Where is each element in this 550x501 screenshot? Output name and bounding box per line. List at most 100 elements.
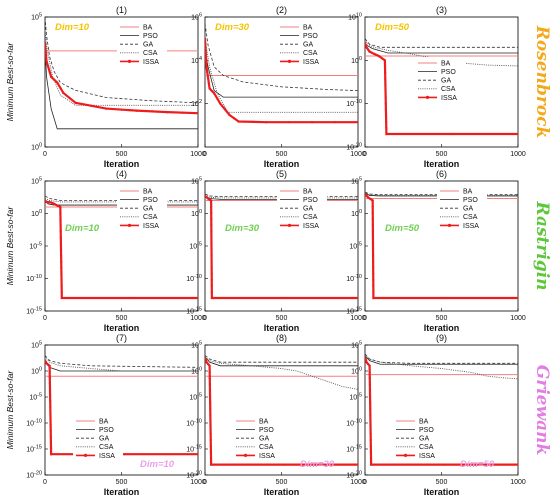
panel-title: (3)	[436, 5, 447, 15]
x-axis-label: Iteration	[424, 487, 460, 497]
issa-marker	[45, 362, 48, 365]
issa-marker	[208, 377, 211, 380]
issa-marker	[443, 463, 446, 466]
y-tick-label: 10-5	[349, 393, 362, 402]
issa-marker	[283, 296, 287, 300]
issa-marker	[369, 414, 372, 417]
issa-marker	[49, 441, 53, 444]
legend-label: CSA	[143, 50, 158, 57]
x-axis-label: Iteration	[424, 323, 460, 333]
legend-label: ISSA	[303, 223, 319, 230]
legend-box	[233, 415, 283, 461]
legend-box	[117, 21, 167, 67]
x-axis-label: Iteration	[104, 323, 140, 333]
series-csa	[365, 355, 518, 380]
issa-marker	[209, 451, 213, 454]
issa-marker	[56, 204, 59, 207]
y-tick-label: 10-15	[26, 307, 42, 316]
legend-label: PSO	[143, 33, 158, 40]
issa-marker	[48, 388, 52, 391]
y-tick-label: 10-15	[346, 307, 362, 316]
issa-marker	[128, 296, 132, 300]
panel-7: (7)0 500 100010-2010-1510-1010-5100105Iter…	[26, 333, 206, 497]
y-tick-label: 10-20	[186, 471, 202, 480]
issa-marker	[368, 364, 371, 367]
legend-label: ISSA	[143, 59, 159, 66]
issa-marker	[60, 254, 63, 257]
legend-marker	[83, 453, 88, 457]
legend-label: CSA	[303, 50, 318, 57]
issa-marker	[365, 46, 368, 49]
panel-8: (8)0 500 100010-2010-1510-1010-5100105Iter…	[186, 333, 366, 497]
y-tick-label: 10-5	[189, 242, 202, 251]
issa-marker	[368, 377, 371, 380]
x-tick-label: 1000	[190, 315, 206, 322]
x-axis-label: Iteration	[264, 159, 300, 169]
y-tick-label: 10-10	[186, 419, 202, 428]
issa-marker	[60, 290, 63, 294]
x-axis-label: Iteration	[264, 323, 300, 333]
issa-marker	[49, 429, 52, 432]
series-csa	[365, 191, 518, 196]
legend-label: BA	[419, 418, 429, 425]
x-tick-label: 1000	[190, 479, 206, 486]
legend-marker	[243, 453, 248, 457]
issa-marker	[365, 44, 367, 47]
issa-marker	[369, 457, 373, 460]
panel-title: (1)	[116, 5, 127, 15]
issa-marker	[213, 92, 216, 95]
y-tick-label: 100	[351, 56, 362, 65]
issa-marker	[373, 52, 376, 56]
issa-marker	[384, 83, 387, 86]
issa-marker	[209, 407, 212, 411]
issa-marker	[209, 432, 212, 435]
issa-marker	[265, 121, 268, 124]
issa-marker	[371, 211, 374, 214]
issa-marker	[46, 363, 50, 366]
issa-marker	[210, 254, 213, 257]
legend-label: CSA	[303, 214, 318, 221]
y-tick-label: 10-10	[26, 274, 42, 283]
y-tick-label: 10-5	[349, 242, 362, 251]
issa-marker	[208, 389, 212, 392]
y-tick-label: 10-10	[26, 419, 42, 428]
issa-marker	[516, 463, 518, 466]
x-tick-label: 0	[363, 315, 367, 322]
issa-marker	[60, 284, 63, 287]
issa-marker	[384, 96, 387, 99]
x-tick-label: 1000	[190, 151, 206, 158]
issa-marker	[377, 54, 380, 58]
issa-marker	[371, 217, 374, 220]
y-axis-label: Minimum Best-so-far	[5, 206, 15, 286]
issa-marker	[74, 101, 77, 104]
issa-marker	[48, 382, 52, 385]
issa-marker	[444, 296, 447, 300]
dim-label: Dim=50	[460, 459, 495, 470]
y-tick-label: 10-20	[346, 471, 362, 480]
x-tick-label: 0	[43, 479, 47, 486]
issa-marker	[89, 104, 92, 107]
issa-marker	[232, 117, 236, 120]
panel-4: (4)0 500 100010-1510-1010-5100105Iteration…	[26, 169, 206, 333]
issa-marker	[60, 266, 63, 269]
legend-label: CSA	[463, 214, 478, 221]
series-group	[205, 23, 358, 124]
issa-marker	[46, 65, 50, 68]
series-ga	[45, 17, 198, 104]
panel-title: (5)	[276, 169, 287, 179]
issa-marker	[210, 278, 213, 281]
series-pso	[365, 43, 518, 54]
issa-marker	[370, 463, 373, 466]
legend-box	[415, 57, 465, 103]
series-group	[365, 38, 518, 136]
y-tick-label: 105	[31, 177, 42, 186]
issa-marker	[196, 112, 198, 115]
issa-marker	[368, 383, 371, 386]
y-tick-label: 100	[191, 367, 202, 376]
issa-marker	[380, 57, 383, 60]
legend-label: BA	[143, 24, 153, 31]
issa-marker	[368, 50, 371, 53]
